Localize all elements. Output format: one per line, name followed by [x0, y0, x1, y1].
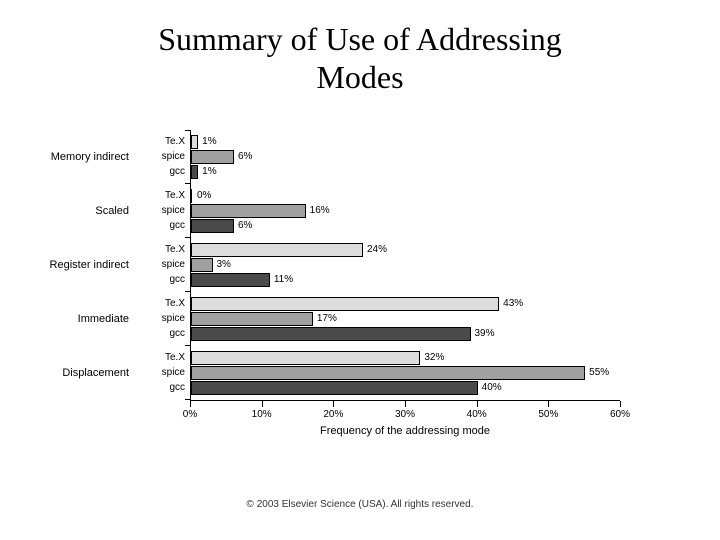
value-label: 43% — [499, 297, 523, 311]
series-label: gcc — [169, 327, 191, 341]
value-label: 16% — [306, 204, 330, 218]
category-group: Register indirectTe.X24%spice3%gcc11% — [191, 238, 620, 292]
x-tick-label: 0% — [183, 409, 197, 420]
x-tick-label: 20% — [323, 409, 343, 420]
x-tick-label: 30% — [395, 409, 415, 420]
bar-row: spice16% — [191, 204, 620, 218]
x-tick-label: 40% — [467, 409, 487, 420]
value-label: 39% — [471, 327, 495, 341]
series-label: Te.X — [165, 135, 191, 149]
series-label: spice — [162, 312, 191, 326]
series-label: gcc — [169, 381, 191, 395]
x-tick-label: 10% — [252, 409, 272, 420]
bar-row: Te.X43% — [191, 297, 620, 311]
series-label: spice — [162, 258, 191, 272]
page-title: Summary of Use of Addressing Modes — [0, 0, 720, 97]
value-label: 40% — [478, 381, 502, 395]
x-axis: Frequency of the addressing mode 0%10%20… — [190, 401, 620, 431]
series-label: spice — [162, 366, 191, 380]
value-label: 32% — [420, 351, 444, 365]
x-tick-label: 60% — [610, 409, 630, 420]
title-line-2: Modes — [316, 59, 403, 95]
series-label: Te.X — [165, 189, 191, 203]
x-tick — [548, 401, 549, 407]
x-tick — [262, 401, 263, 407]
x-axis-title: Frequency of the addressing mode — [320, 425, 490, 437]
bar-row: gcc1% — [191, 165, 620, 179]
series-label: Te.X — [165, 243, 191, 257]
title-line-1: Summary of Use of Addressing — [158, 21, 562, 57]
value-label: 1% — [198, 165, 216, 179]
x-tick — [190, 401, 191, 407]
chart: Memory indirectTe.X1%spice6%gcc1%ScaledT… — [60, 130, 660, 431]
bar — [191, 243, 363, 257]
value-label: 55% — [585, 366, 609, 380]
value-label: 1% — [198, 135, 216, 149]
value-label: 6% — [234, 150, 252, 164]
bar — [191, 312, 313, 326]
bar-row: gcc6% — [191, 219, 620, 233]
bar-row: Te.X24% — [191, 243, 620, 257]
bar-row: gcc40% — [191, 381, 620, 395]
bar — [191, 381, 478, 395]
bar-row: spice3% — [191, 258, 620, 272]
bar — [191, 204, 306, 218]
category-group: Memory indirectTe.X1%spice6%gcc1% — [191, 130, 620, 184]
bar-row: Te.X1% — [191, 135, 620, 149]
series-label: Te.X — [165, 351, 191, 365]
series-label: spice — [162, 204, 191, 218]
bar — [191, 327, 471, 341]
category-group: ImmediateTe.X43%spice17%gcc39% — [191, 292, 620, 346]
bar-row: spice6% — [191, 150, 620, 164]
plot-area: Memory indirectTe.X1%spice6%gcc1%ScaledT… — [190, 130, 620, 401]
x-tick — [333, 401, 334, 407]
bar — [191, 351, 420, 365]
bar-row: Te.X0% — [191, 189, 620, 203]
value-label: 3% — [213, 258, 231, 272]
value-label: 6% — [234, 219, 252, 233]
bar — [191, 150, 234, 164]
x-tick — [477, 401, 478, 407]
series-label: gcc — [169, 273, 191, 287]
bar — [191, 219, 234, 233]
value-label: 17% — [313, 312, 337, 326]
series-label: spice — [162, 150, 191, 164]
x-tick — [405, 401, 406, 407]
bar — [191, 165, 198, 179]
bar — [191, 189, 192, 203]
bar-row: spice55% — [191, 366, 620, 380]
value-label: 24% — [363, 243, 387, 257]
series-label: Te.X — [165, 297, 191, 311]
copyright-text: © 2003 Elsevier Science (USA). All right… — [247, 499, 474, 510]
bar-row: spice17% — [191, 312, 620, 326]
category-group: DisplacementTe.X32%spice55%gcc40% — [191, 346, 620, 400]
bar-row: gcc11% — [191, 273, 620, 287]
bar-row: Te.X32% — [191, 351, 620, 365]
value-label: 0% — [193, 189, 211, 203]
bar — [191, 273, 270, 287]
category-group: ScaledTe.X0%spice16%gcc6% — [191, 184, 620, 238]
x-tick-label: 50% — [538, 409, 558, 420]
x-tick — [620, 401, 621, 407]
series-label: gcc — [169, 219, 191, 233]
bar-row: gcc39% — [191, 327, 620, 341]
bar — [191, 297, 499, 311]
value-label: 11% — [270, 273, 293, 287]
series-label: gcc — [169, 165, 191, 179]
bar — [191, 258, 213, 272]
bar — [191, 366, 585, 380]
bar — [191, 135, 198, 149]
